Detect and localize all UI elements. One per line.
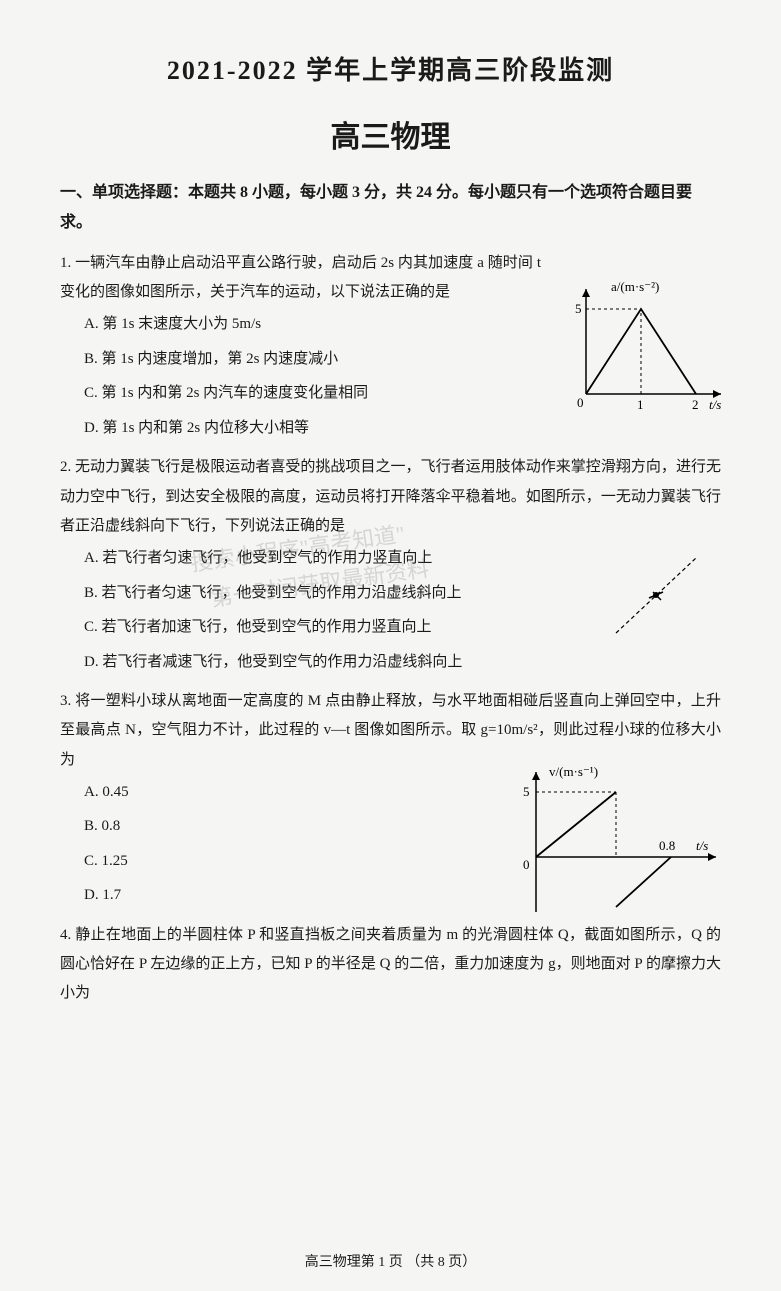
svg-text:2: 2 — [692, 397, 699, 412]
q1-chart: a/(m·s⁻²) 5 0 1 2 t/s — [561, 279, 731, 430]
q2-option-a: A. 若飞行者匀速飞行，他受到空气的作用力竖直向上 — [84, 541, 581, 576]
q4-text: 4. 静止在地面上的半圆柱体 P 和竖直挡板之间夹着质量为 m 的光滑圆柱体 Q… — [60, 921, 721, 1009]
svg-text:0.8: 0.8 — [659, 838, 675, 853]
page-footer: 高三物理第 1 页 （共 8 页） — [0, 1251, 781, 1271]
q1-option-a: A. 第 1s 末速度大小为 5m/s — [84, 307, 541, 342]
q3-option-b: B. 0.8 — [84, 809, 491, 844]
question-3: 3. 将一塑料小球从离地面一定高度的 M 点由静止释放，与水平地面相碰后竖直向上… — [60, 687, 721, 913]
svg-text:1: 1 — [637, 397, 644, 412]
svg-text:5: 5 — [575, 301, 582, 316]
q2-option-b: B. 若飞行者匀速飞行，他受到空气的作用力沿虚线斜向上 — [84, 576, 581, 611]
svg-text:t/s: t/s — [709, 397, 721, 412]
question-4: 4. 静止在地面上的半圆柱体 P 和竖直挡板之间夹着质量为 m 的光滑圆柱体 Q… — [60, 921, 721, 1009]
q2-option-c: C. 若飞行者加速飞行，他受到空气的作用力竖直向上 — [84, 610, 581, 645]
q1-option-b: B. 第 1s 内速度增加，第 2s 内速度减小 — [84, 342, 541, 377]
q3-chart: v/(m·s⁻¹) 5 0 0.8 t/s — [501, 762, 731, 933]
q3-ylabel: v/(m·s⁻¹) — [549, 764, 598, 779]
q3-option-c: C. 1.25 — [84, 844, 491, 879]
q1-option-d: D. 第 1s 内和第 2s 内位移大小相等 — [84, 411, 541, 446]
main-title: 2021-2022 学年上学期高三阶段监测 — [60, 50, 721, 87]
q3-option-d: D. 1.7 — [84, 878, 491, 913]
q1-ylabel: a/(m·s⁻²) — [611, 279, 659, 294]
q2-diagram — [601, 543, 711, 664]
section-heading: 一、单项选择题：本题共 8 小题，每小题 3 分，共 24 分。每小题只有一个选… — [60, 178, 721, 239]
svg-text:0: 0 — [577, 395, 584, 410]
svg-text:0: 0 — [523, 857, 530, 872]
question-1: 1. 一辆汽车由静止启动沿平直公路行驶，启动后 2s 内其加速度 a 随时间 t… — [60, 249, 721, 446]
q3-option-a: A. 0.45 — [84, 775, 491, 810]
q1-option-c: C. 第 1s 内和第 2s 内汽车的速度变化量相同 — [84, 376, 541, 411]
q2-text: 2. 无动力翼装飞行是极限运动者喜受的挑战项目之一，飞行者运用肢体动作来掌控滑翔… — [60, 453, 721, 541]
subject-title: 高三物理 — [60, 112, 721, 156]
svg-text:5: 5 — [523, 784, 530, 799]
q2-option-d: D. 若飞行者减速飞行，他受到空气的作用力沿虚线斜向上 — [84, 645, 581, 680]
svg-text:t/s: t/s — [696, 838, 708, 853]
question-2: 2. 无动力翼装飞行是极限运动者喜受的挑战项目之一，飞行者运用肢体动作来掌控滑翔… — [60, 453, 721, 679]
